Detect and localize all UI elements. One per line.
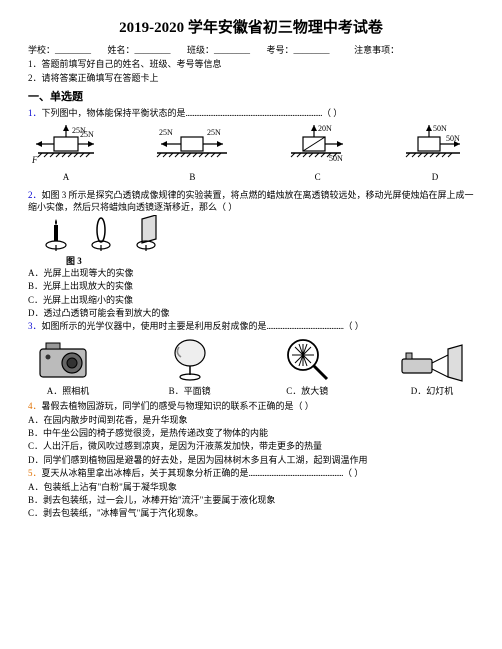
q3-magnifier: C．放大镜 — [277, 335, 337, 397]
meta-name: 姓名：________ — [108, 44, 171, 56]
q1-diag-a: 25N F 25N A — [32, 123, 100, 183]
q4-opt-d: D．同学们感到植物园是避暑的好去处，是因为园林树木多且有人工湖，起到调温作用 — [28, 454, 474, 466]
q2-opt-a: A．光屏上出现等大的实像 — [28, 267, 474, 279]
meta-number: 考号：________ — [267, 44, 330, 56]
q1-a-25n-h: 25N — [80, 130, 94, 139]
q5-opt-c: C．剥去包装纸，"冰棒冒气"属于汽化现象。 — [28, 507, 474, 519]
instruction-1: 1．答题前填写好自己的姓名、班级、考号等信息 — [28, 58, 474, 70]
q3-cap-c: C．放大镜 — [277, 385, 337, 397]
q3-cap-a: A．照相机 — [34, 385, 102, 397]
q3: 3．如图所示的光学仪器中，使用时主要是利用反射成像的是.............… — [28, 320, 474, 332]
q3-paren: （ ） — [344, 321, 364, 331]
q1-c-50n: 50N — [329, 154, 343, 163]
q2-figure — [42, 215, 474, 253]
q2-num: 2． — [28, 190, 42, 200]
q2: 2．如图 3 所示是探究凸透镜成像规律的实验装置，将点燃的蜡烛放在离透镜较远处，… — [28, 189, 474, 213]
q4-opt-a: A．在园内散步时闻到花香，是升华现象 — [28, 414, 474, 426]
q2-opt-c: C．光屏上出现缩小的实像 — [28, 294, 474, 306]
q2-opt-b: B．光屏上出现放大的实像 — [28, 280, 474, 292]
q4-num: 4． — [28, 401, 42, 411]
q2-opt-d: D．透过凸透镜可能会看到放大的像 — [28, 307, 474, 319]
section-heading: 一、单选题 — [28, 90, 474, 105]
q3-mirror: B．平面镜 — [161, 335, 219, 397]
q2-text: 如图 3 所示是探究凸透镜成像规律的实验装置，将点燃的蜡烛放在离透镜较远处，移动… — [28, 190, 474, 212]
q3-num: 3． — [28, 321, 42, 331]
q1-diag-b: 25N 25N B — [149, 123, 235, 183]
q3-cap-b: B．平面镜 — [161, 385, 219, 397]
meta-row: 学校：________ 姓名：________ 班级：________ 考号：_… — [28, 44, 474, 56]
q3-camera: A．照相机 — [34, 335, 102, 397]
q1-label-b: B — [149, 171, 235, 183]
q1-num: 1． — [28, 108, 42, 118]
q1-c-20n: 20N — [318, 124, 332, 133]
q1-diagrams: 25N F 25N A — [28, 123, 474, 183]
q5-num: 5． — [28, 468, 42, 478]
instruction-2: 2．请将答案正确填写在答题卡上 — [28, 72, 474, 84]
q4-opt-b: B．中午坐公园的椅子感觉很烫，是热传递改变了物体的内能 — [28, 427, 474, 439]
q1-dots: ........................................… — [186, 108, 323, 118]
meta-school: 学校：________ — [28, 44, 91, 56]
q1-b-25n-l: 25N — [159, 128, 173, 137]
q1-d-50n-u: 50N — [433, 124, 447, 133]
meta-class: 班级：________ — [187, 44, 250, 56]
q1-b-25n-r: 25N — [207, 128, 221, 137]
q1-d-50n-r: 50N — [446, 134, 460, 143]
q3-projector: D．幻灯机 — [396, 335, 468, 397]
q4-opt-c: C．人出汗后，微风吹过感到凉爽，是因为汗液蒸发加快，带走更多的热量 — [28, 440, 474, 452]
q5-paren: （ ） — [343, 468, 363, 478]
q3-text: 如图所示的光学仪器中，使用时主要是利用反射成像的是 — [42, 321, 267, 331]
q1-label-c: C — [285, 171, 351, 183]
q4: 4．暑假去植物园游玩，同学们的感受与物理知识的联系不正确的是（ ） — [28, 400, 474, 412]
q1-label-d: D — [400, 171, 470, 183]
q5-text: 夏天从冰箱里拿出冰棒后，关于其现象分析正确的是 — [42, 468, 249, 478]
q3-dots: ........................................… — [267, 321, 344, 331]
q5: 5．夏天从冰箱里拿出冰棒后，关于其现象分析正确的是...............… — [28, 467, 474, 479]
q1: 1．下列图中，物体能保持平衡状态的是......................… — [28, 107, 474, 119]
q1-text: 下列图中，物体能保持平衡状态的是 — [42, 108, 186, 118]
q4-text: 暑假去植物园游玩，同学们的感受与物理知识的联系不正确的是（ ） — [42, 401, 314, 411]
q2-candle — [42, 215, 70, 253]
page-title: 2019-2020 学年安徽省初三物理中考试卷 — [28, 18, 474, 38]
q5-opt-a: A．包装纸上沾有"白粉"属于凝华现象 — [28, 481, 474, 493]
q2-lens — [88, 215, 114, 253]
q1-a-f: F — [32, 155, 38, 165]
q2-screen — [132, 215, 162, 253]
q1-diag-d: 50N 50N D — [400, 123, 470, 183]
q1-label-a: A — [32, 171, 100, 183]
q3-cap-d: D．幻灯机 — [396, 385, 468, 397]
q5-opt-b: B．剥去包装纸，过一会儿，冰棒开始"流汗"主要属于液化现象 — [28, 494, 474, 506]
q2-figcap: 图 3 — [66, 255, 474, 267]
q5-dots: ........................................… — [249, 468, 344, 478]
q1-paren: （ ） — [322, 108, 342, 118]
meta-note: 注意事项： — [354, 44, 399, 56]
q3-figures: A．照相机 B．平面镜 C．放大镜 — [28, 335, 474, 397]
q1-diag-c: 20N 50N C — [285, 123, 351, 183]
